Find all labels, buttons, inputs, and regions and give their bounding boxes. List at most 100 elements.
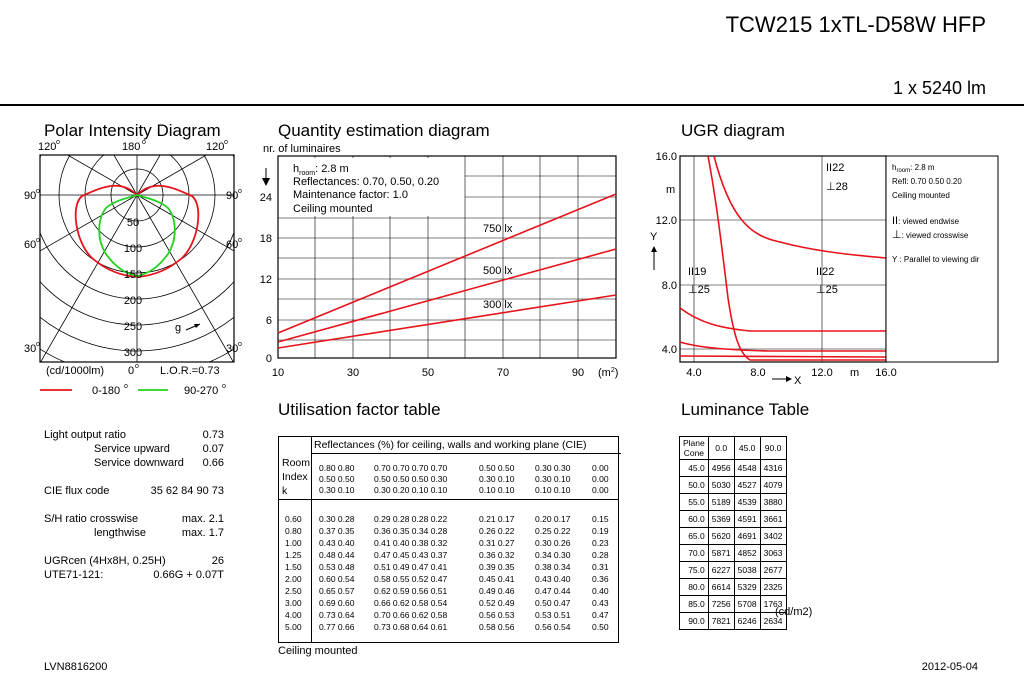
table-cell: 45.0 — [679, 459, 709, 477]
table-cell: 2677 — [759, 561, 787, 579]
table-cell: 0.26 0.22 — [479, 526, 515, 536]
header-divider — [0, 104, 1024, 106]
table-cell: 70.0 — [679, 544, 709, 562]
ring-label: 50 — [127, 217, 139, 229]
table-cell: 0.60 0.54 — [319, 574, 355, 584]
deg-mark: o — [238, 188, 242, 195]
table-cell: 2325 — [759, 578, 787, 596]
ugr-label-crosswise: ⊥28 — [826, 181, 848, 193]
footer-code: LVN8816200 — [44, 661, 108, 673]
table-cell: 3880 — [759, 493, 787, 511]
endwise-icon: II — [816, 266, 822, 278]
maintenance-label: Maintenance factor: 1.0 — [293, 189, 408, 201]
table-cell: 0.80 — [285, 526, 302, 536]
table-cell: 0.29 0.28 0.28 0.22 — [374, 514, 448, 524]
deg-mark: o — [56, 139, 60, 146]
x-tick: 70 — [497, 367, 509, 379]
stat-value: 26 — [211, 555, 224, 567]
polar-lor: L.O.R.=0.73 — [160, 365, 220, 377]
table-row: 2.00 0.60 0.54 0.58 0.55 0.52 0.47 0.45 0.4… — [279, 573, 618, 585]
ugr-diagram: 16.0 12.0 8.0 4.0 m Y 4.0 8.0 12.0 16.0 … — [650, 151, 999, 387]
table-cell: 5708 — [733, 595, 761, 613]
table-cell: 0.58 0.56 — [479, 622, 515, 632]
refl-group: 0.70 0.70 0.70 0.70 0.50 0.50 0.50 0.30 0.… — [374, 463, 448, 495]
ugr-legend-box — [885, 155, 999, 363]
ugr-x-tick: 12.0 — [811, 367, 832, 379]
table-cell: 0.60 — [285, 514, 302, 524]
stat-label: Light output ratio — [44, 429, 126, 441]
luminance-table: Plane Cone 0.0 45.0 90.0 45.0 4956 4548 4316… — [679, 436, 787, 630]
deg-mark: o — [238, 237, 242, 244]
luminance-col-header: 0.0 — [707, 436, 735, 460]
table-cell: 0.36 0.32 — [479, 550, 515, 560]
stat-value: 0.66 — [202, 457, 224, 469]
table-row: 45.0 4956 4548 4316 — [679, 459, 787, 477]
quantity-ylabel: nr. of luminaires — [263, 143, 341, 155]
table-cell: 0.69 0.60 — [319, 598, 355, 608]
table-row: 50.0 5030 4527 4079 — [679, 476, 787, 494]
table-cell: 6246 — [733, 612, 761, 630]
table-cell: 0.36 — [592, 574, 609, 584]
table-cell: 0.53 0.48 — [319, 562, 355, 572]
luminance-title: Luminance Table — [681, 400, 810, 419]
table-cell: 0.49 0.46 — [479, 586, 515, 596]
table-row: 60.0 5369 4591 3661 — [679, 510, 787, 528]
ugr-x-tick: 16.0 — [875, 367, 896, 379]
crosswise-icon: ⊥ — [816, 284, 826, 296]
gamma-label: g — [175, 322, 181, 334]
x-unit: (m2) — [598, 367, 618, 379]
ugr-y-tick: 12.0 — [656, 215, 677, 227]
line-750lx — [277, 193, 617, 334]
table-row: 0.60 0.30 0.28 0.29 0.28 0.28 0.22 0.21 0.1… — [279, 513, 618, 525]
x-tick: 90 — [572, 367, 584, 379]
ugr-x-axis: X — [794, 375, 802, 387]
utilisation-mounting: Ceiling mounted — [278, 645, 358, 657]
ugr-label-crosswise: ⊥25 — [816, 284, 838, 296]
deg-mark: o — [36, 188, 40, 195]
ugr-legend-crosswise: ⊥: viewed crosswise — [892, 229, 969, 241]
ring-label: 250 — [124, 321, 142, 333]
ring-label: 200 — [124, 295, 142, 307]
refl-group: 0.30 0.30 0.30 0.10 0.10 0.10 — [535, 463, 571, 495]
utilisation-title: Utilisation factor table — [278, 400, 441, 419]
y-tick: 0 — [266, 353, 272, 365]
luminance-unit: (cd/m2) — [775, 606, 813, 618]
table-cell: 0.56 0.53 — [479, 610, 515, 620]
table-cell: 0.73 0.64 — [319, 610, 355, 620]
y-tick: 6 — [266, 315, 272, 327]
ugr-y-tick: 4.0 — [662, 344, 677, 356]
ugr-legend-endwise: II: viewed endwise — [892, 215, 960, 227]
table-cell: 0.51 0.49 0.47 0.41 — [374, 562, 448, 572]
ugr-legend-refl: Refl: 0.70 0.50 0.20 — [892, 177, 962, 186]
quantity-legend-box — [285, 158, 463, 216]
polar-diagram: 120 o 180 o 120 o 90 o 90 o 60 o 60 o 30… — [24, 139, 242, 397]
table-cell: 2634 — [759, 612, 787, 630]
deg-mark: o — [222, 383, 226, 390]
x-tick: 30 — [347, 367, 359, 379]
table-cell: 60.0 — [679, 510, 709, 528]
table-cell: 0.15 — [592, 514, 609, 524]
stats-block: Light output ratio 0.73 Service upward 0.0… — [44, 428, 224, 582]
endwise-icon: II — [826, 162, 832, 174]
crosswise-icon: ⊥ — [688, 284, 698, 296]
table-cell: 0.47 0.45 0.43 0.37 — [374, 550, 448, 560]
table-cell: 0.36 0.35 0.34 0.28 — [374, 526, 448, 536]
table-cell: 5871 — [707, 544, 735, 562]
stat-value: 0.66G + 0.07T — [153, 569, 224, 581]
stat-label: UTE71-121: — [44, 569, 104, 581]
endwise-icon: II — [892, 215, 898, 227]
table-cell: 0.77 0.66 — [319, 622, 355, 632]
luminance-col-header: 45.0 — [733, 436, 761, 460]
legend-green-label: 90-270 — [184, 385, 218, 397]
x-tick: 10 — [272, 367, 284, 379]
stat-value: 0.73 — [202, 429, 224, 441]
utilisation-table: Reflectances (%) for ceiling, walls and … — [278, 436, 621, 643]
table-cell: 85.0 — [679, 595, 709, 613]
table-cell: 3402 — [759, 527, 787, 545]
table-cell: 0.31 0.27 — [479, 538, 515, 548]
ugr-label-endwise: II19 — [688, 266, 706, 278]
table-cell: 2.50 — [285, 586, 302, 596]
table-cell: 3661 — [759, 510, 787, 528]
crosswise-icon: ⊥ — [826, 181, 836, 193]
angle-60-right: 60 — [226, 239, 238, 251]
